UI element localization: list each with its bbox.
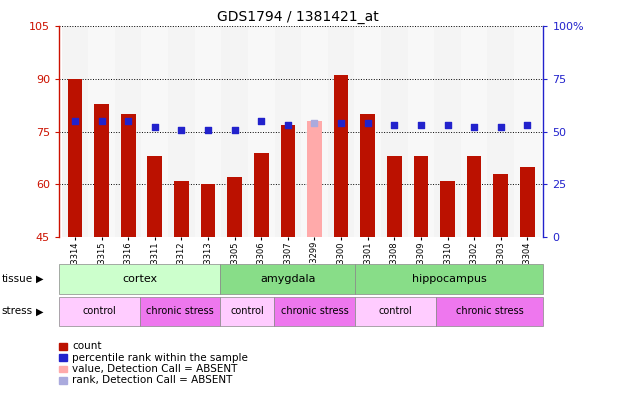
Point [469, 124, 479, 131]
Text: control: control [230, 307, 265, 316]
Bar [440, 181, 455, 237]
Bar [68, 79, 82, 237]
Bar [307, 121, 322, 237]
Point [176, 126, 186, 133]
Point [203, 126, 213, 133]
Bar [168, 26, 195, 237]
Bar [494, 174, 508, 237]
Text: chronic stress: chronic stress [456, 307, 524, 316]
Point [389, 122, 399, 128]
Bar [487, 26, 514, 237]
Point [363, 120, 373, 126]
Point [416, 122, 426, 128]
Bar [115, 26, 142, 237]
Bar [94, 104, 109, 237]
Bar [148, 156, 162, 237]
Bar [407, 26, 434, 237]
Text: cortex: cortex [122, 274, 157, 284]
Bar [195, 26, 221, 237]
Bar [360, 114, 375, 237]
Bar [333, 75, 348, 237]
Text: stress: stress [1, 307, 32, 316]
Bar [387, 156, 402, 237]
Bar [514, 26, 541, 237]
Point [150, 124, 160, 131]
Text: amygdala: amygdala [260, 274, 315, 284]
Point [496, 124, 505, 131]
Bar [461, 26, 487, 237]
Point [70, 118, 80, 124]
Text: hippocampus: hippocampus [412, 274, 487, 284]
Text: GDS1794 / 1381421_at: GDS1794 / 1381421_at [217, 10, 379, 24]
Bar [301, 26, 328, 237]
Bar [281, 125, 295, 237]
Bar [434, 26, 461, 237]
Text: rank, Detection Call = ABSENT: rank, Detection Call = ABSENT [72, 375, 232, 385]
Text: control: control [83, 307, 116, 316]
Text: ▶: ▶ [36, 307, 43, 316]
Bar [121, 114, 135, 237]
Point [256, 118, 266, 124]
Text: tissue: tissue [1, 274, 32, 284]
Bar [381, 26, 407, 237]
Bar [142, 26, 168, 237]
Text: chronic stress: chronic stress [281, 307, 348, 316]
Text: value, Detection Call = ABSENT: value, Detection Call = ABSENT [72, 364, 237, 374]
Bar [355, 26, 381, 237]
Bar [414, 156, 428, 237]
Text: control: control [378, 307, 412, 316]
Point [522, 122, 532, 128]
Bar [227, 177, 242, 237]
Point [230, 126, 240, 133]
Bar [88, 26, 115, 237]
Point [97, 118, 107, 124]
Text: percentile rank within the sample: percentile rank within the sample [72, 353, 248, 362]
Point [283, 122, 293, 128]
Text: count: count [72, 341, 102, 351]
Bar [254, 153, 268, 237]
Point [309, 120, 319, 126]
Bar [201, 184, 215, 237]
Bar [221, 26, 248, 237]
Text: ▶: ▶ [36, 274, 43, 284]
Bar [248, 26, 274, 237]
Bar [467, 156, 481, 237]
Bar [328, 26, 355, 237]
Point [336, 120, 346, 126]
Point [443, 122, 453, 128]
Bar [274, 26, 301, 237]
Point [123, 118, 133, 124]
Bar [520, 167, 535, 237]
Bar [61, 26, 88, 237]
Bar [174, 181, 189, 237]
Text: chronic stress: chronic stress [146, 307, 214, 316]
